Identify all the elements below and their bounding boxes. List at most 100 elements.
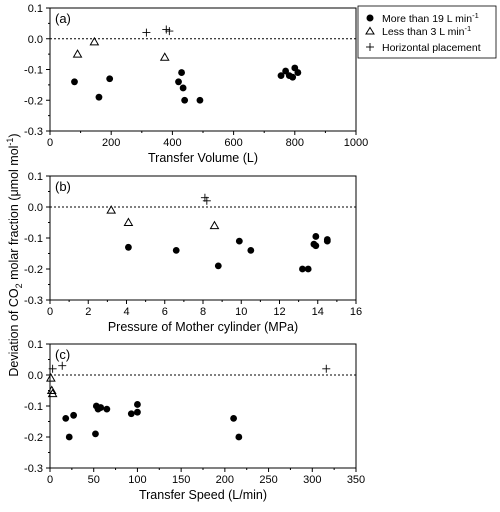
panel-letter: (a)	[55, 11, 71, 26]
x-tick-label: 0	[47, 474, 53, 486]
data-point-filled-circle	[106, 75, 114, 83]
data-point-filled-circle	[196, 96, 204, 104]
x-tick-label: 800	[286, 137, 304, 149]
data-point-plus	[165, 27, 174, 36]
x-tick-label: 10	[235, 306, 247, 318]
data-point-filled-circle	[134, 401, 141, 408]
data-point-filled-circle	[178, 69, 185, 76]
data-point-filled-circle	[312, 233, 320, 240]
x-tick-label: 150	[172, 474, 190, 486]
y-tick-label: -0.3	[24, 295, 43, 307]
x-tick-label: 50	[88, 474, 100, 486]
panel-letter: (b)	[55, 179, 71, 194]
data-point-filled-circle	[181, 96, 189, 104]
data-point-filled-circle	[214, 262, 222, 270]
ylabel-middle: molar fraction (μmol mol	[7, 146, 21, 284]
data-point-filled-circle	[230, 415, 238, 422]
x-tick-label: 14	[312, 306, 324, 318]
x-tick-label: 600	[224, 137, 242, 149]
data-point-filled-circle	[127, 410, 135, 418]
data-point-filled-circle	[247, 247, 255, 254]
data-point-filled-circle	[97, 404, 105, 411]
data-point-open-triangle	[47, 388, 58, 398]
y-tick-label: 0.0	[28, 202, 43, 214]
data-point-filled-circle	[312, 242, 320, 250]
data-point-filled-circle	[71, 78, 78, 86]
panel-c: -0.3 -0.2 -0.1 0.0 0.1 0 50 100 150 200 250 300 350 T…	[24, 339, 365, 502]
data-point-filled-circle	[103, 405, 111, 413]
x-tick-label: 0	[47, 137, 53, 149]
ylabel-superscript: -1	[5, 138, 15, 146]
data-point-filled-circle	[175, 78, 182, 86]
data-point-open-triangle	[89, 36, 100, 46]
x-tick-label: 12	[273, 306, 285, 318]
data-point-filled-circle	[92, 430, 99, 438]
data-point-open-triangle	[46, 373, 56, 382]
data-point-open-triangle	[46, 385, 57, 394]
data-point-filled-circle	[277, 72, 285, 80]
panel-letter: (c)	[55, 347, 70, 362]
plot-frame	[49, 7, 357, 132]
data-point-filled-circle	[62, 415, 70, 422]
legend-marker-plus	[366, 43, 374, 51]
data-point-filled-circle	[179, 84, 187, 92]
data-point-plus	[142, 28, 151, 37]
y-tick-label: -0.1	[24, 401, 43, 413]
y-tick-label: -0.2	[24, 264, 43, 276]
data-point-open-triangle	[209, 220, 220, 230]
x-tick-label: 8	[200, 306, 206, 318]
y-tick-label: 0.1	[28, 171, 43, 183]
x-tick-label: 250	[259, 474, 277, 486]
plot-frame	[49, 175, 357, 301]
data-point-filled-circle	[70, 411, 78, 419]
x-tick-label: 300	[303, 474, 321, 486]
ylabel-prefix: Deviation of CO	[7, 288, 21, 377]
data-point-open-triangle	[72, 49, 83, 58]
panel-a: -0.3 -0.2 -0.1 0.0 0.1 0 200 400 600 800 1000 Trans…	[24, 3, 368, 165]
y-tick-label: -0.2	[24, 95, 43, 107]
y-tick-label: 0.1	[28, 339, 43, 351]
x-tick-label: 2	[85, 306, 91, 318]
data-point-filled-circle	[65, 433, 73, 441]
x-tick-label: 400	[163, 137, 181, 149]
y-tick-label: 0.0	[28, 34, 43, 46]
data-point-plus	[48, 364, 57, 373]
x-tick-label: 100	[128, 474, 146, 486]
x-tick-label: 350	[347, 474, 365, 486]
legend-marker-filled-circle	[366, 14, 374, 22]
data-point-filled-circle	[235, 237, 243, 245]
x-tick-label: 1000	[344, 137, 368, 149]
x-tick-label: 200	[216, 474, 234, 486]
data-point-filled-circle	[134, 408, 141, 416]
legend-label-more-than-19: More than 19 L min-1	[382, 11, 479, 25]
y-axis-label: Deviation of CO2 molar fraction (μmol mo…	[5, 133, 24, 376]
x-tick-label: 200	[102, 137, 120, 149]
data-point-filled-circle	[95, 93, 103, 101]
data-point-filled-circle	[172, 247, 180, 254]
legend-marker-open-triangle	[365, 26, 375, 35]
y-tick-label: -0.1	[24, 65, 43, 77]
legend-label-horizontal-placement: Horizontal placement	[382, 42, 481, 54]
x-tick-label: 16	[350, 306, 362, 318]
data-point-filled-circle	[304, 265, 312, 273]
legend: More than 19 L min-1 Less than 3 L min-1…	[357, 5, 497, 59]
data-point-filled-circle	[323, 236, 331, 243]
ylabel-suffix: )	[7, 133, 21, 137]
data-point-filled-circle	[235, 433, 243, 441]
data-point-filled-circle	[125, 243, 132, 251]
y-tick-label: -0.2	[24, 432, 43, 444]
data-point-open-triangle	[159, 52, 170, 61]
panel-b: -0.3 -0.2 -0.1 0.0 0.1 0 2 4 6 8 10 12 14 16 Pressure …	[24, 171, 362, 334]
x-tick-label: 6	[162, 306, 168, 318]
data-point-filled-circle	[294, 69, 302, 76]
x-tick-label: 4	[123, 306, 129, 318]
ylabel-subscript: 2	[14, 283, 24, 288]
legend-box	[357, 5, 497, 59]
y-tick-label: 0.0	[28, 370, 43, 382]
x-tick-label: 0	[47, 306, 53, 318]
x-axis-label: Transfer Speed (L/min)	[139, 488, 267, 502]
data-point-plus	[202, 196, 211, 205]
data-point-open-triangle	[123, 217, 134, 226]
x-axis-label: Pressure of Mother cylinder (MPa)	[108, 320, 298, 334]
